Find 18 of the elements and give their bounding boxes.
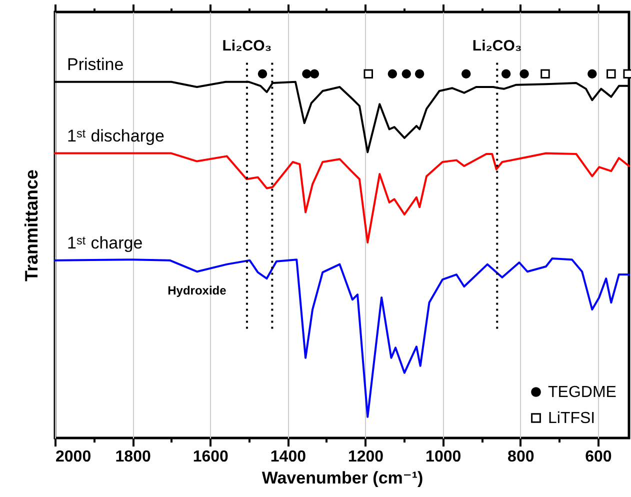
- legend-label: TEGDME: [548, 384, 616, 401]
- x-tick-label: 1400: [270, 448, 306, 466]
- x-tick-label: 1800: [115, 448, 151, 466]
- x-tick-label: 1200: [348, 448, 384, 466]
- series-label: Pristine: [67, 54, 124, 74]
- series-label: 1ˢᵗ discharge: [67, 126, 164, 146]
- series-label: 1ˢᵗ charge: [67, 233, 143, 252]
- x-tick-label: 800: [508, 448, 534, 466]
- y-axis-title: Tranmittance: [22, 169, 42, 282]
- x-tick-label: 1600: [192, 448, 229, 466]
- x-tick-label: 600: [585, 448, 612, 466]
- ref-line-label: Li₂CO₃: [222, 37, 272, 54]
- ref-line-label: Li₂CO₃: [472, 37, 522, 54]
- annotation: Hydroxide: [168, 284, 227, 298]
- x-tick-label: 1000: [426, 448, 462, 466]
- legend-label: LiTFSI: [548, 410, 596, 427]
- x-axis-title: Wavenumber (cm⁻¹): [262, 468, 424, 488]
- x-tick-label: 2000: [56, 448, 92, 466]
